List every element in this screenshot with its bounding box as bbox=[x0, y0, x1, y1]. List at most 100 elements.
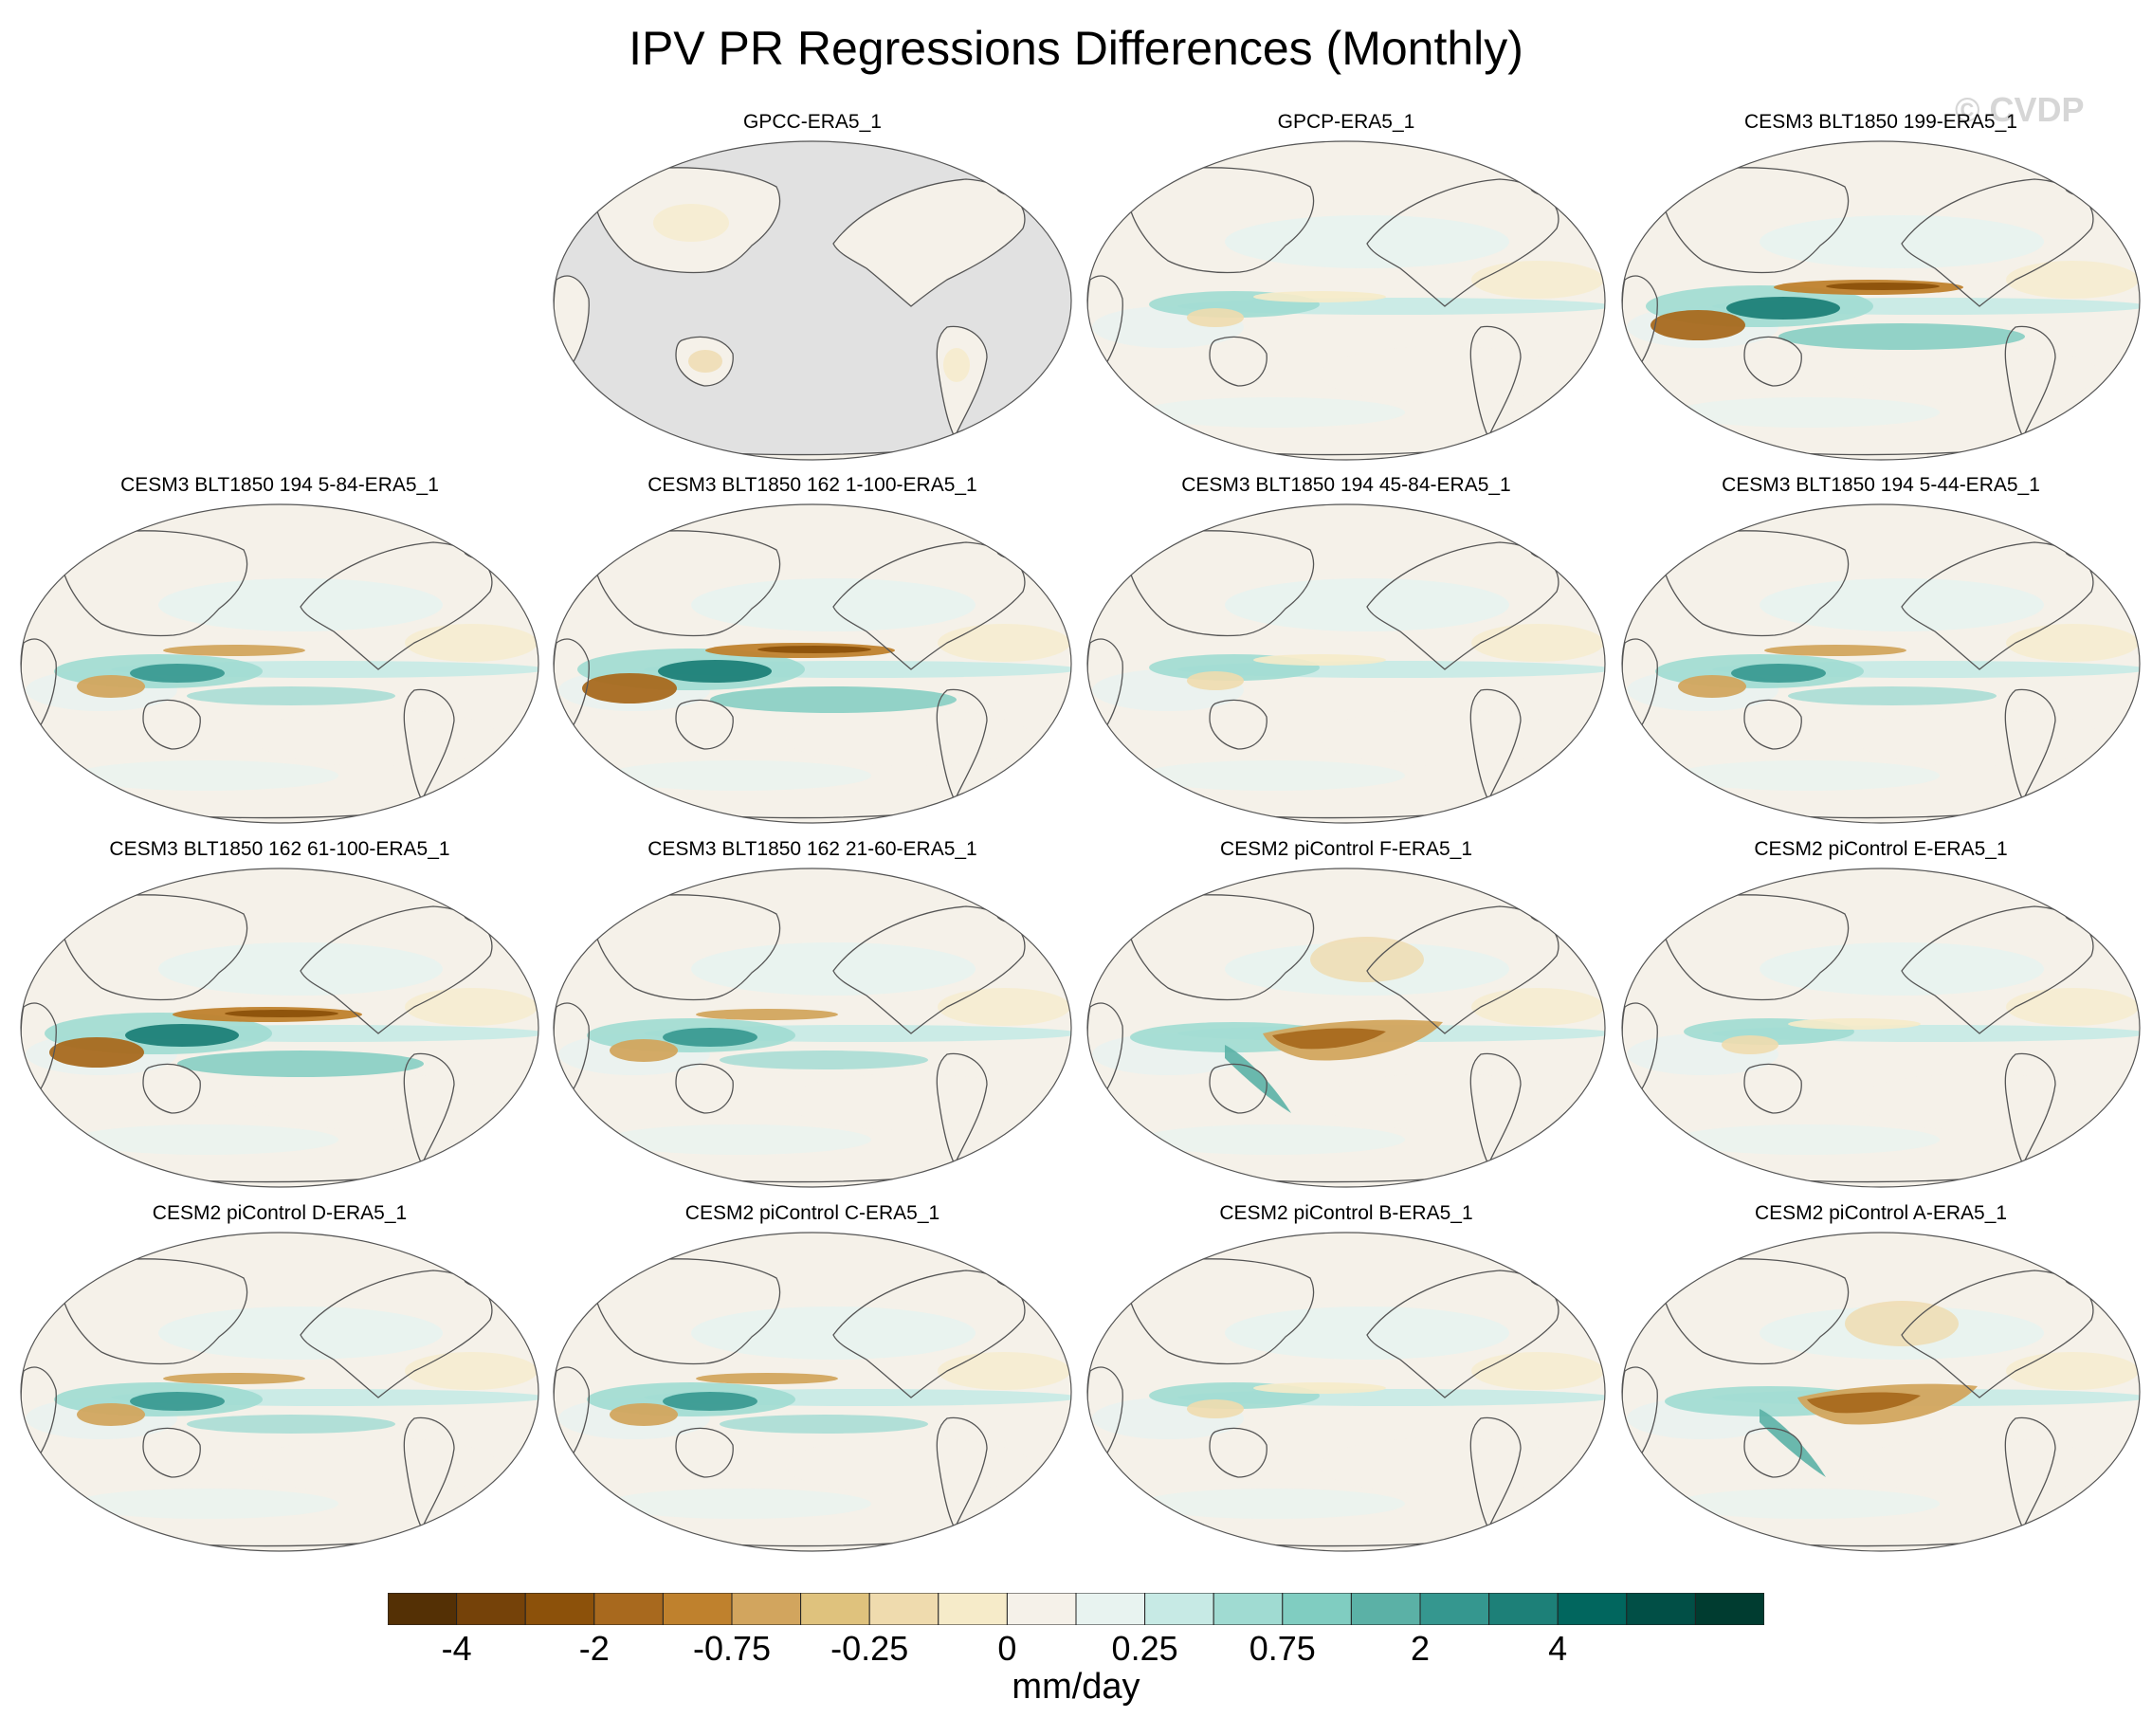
map bbox=[553, 868, 1072, 1188]
central-pacific-dry-core bbox=[1272, 1028, 1386, 1050]
southern-ocean-anomaly bbox=[1140, 1489, 1405, 1519]
panel-title: CESM3 BLT1850 162 21-60-ERA5_1 bbox=[647, 838, 977, 860]
panel-title: CESM2 piControl B-ERA5_1 bbox=[1219, 1202, 1473, 1224]
colorbar-label: 0.25 bbox=[1111, 1629, 1178, 1668]
map-outline bbox=[1621, 868, 2141, 1188]
atlantic-anomaly bbox=[938, 988, 1070, 1026]
atlantic-anomaly bbox=[1471, 988, 1604, 1026]
colorbar bbox=[388, 1593, 1764, 1625]
colorbar-label: -0.75 bbox=[692, 1629, 772, 1668]
map-field bbox=[1087, 504, 1605, 823]
greenland-land bbox=[2061, 168, 2100, 196]
map-panel: CESM3 BLT1850 194 5-84-ERA5_1 bbox=[16, 474, 543, 837]
colorbar-label: 0.75 bbox=[1249, 1629, 1316, 1668]
australia-land bbox=[675, 1427, 734, 1478]
atlantic-anomaly bbox=[405, 988, 538, 1026]
map bbox=[1621, 868, 2141, 1188]
maritime-dry-anomaly bbox=[77, 675, 145, 698]
maritime-dry-anomaly bbox=[77, 1403, 145, 1426]
panel-title: CESM2 piControl F-ERA5_1 bbox=[1219, 838, 1473, 860]
southern-ocean-anomaly bbox=[606, 760, 871, 791]
panel-title: GPCC-ERA5_1 bbox=[743, 111, 882, 133]
southern-ocean-anomaly bbox=[606, 1124, 871, 1155]
north-pacific-dry-anomaly bbox=[1310, 937, 1424, 982]
colorbar-box bbox=[938, 1593, 1008, 1625]
australia-land bbox=[142, 1427, 201, 1478]
asia-dry-anomaly bbox=[653, 204, 729, 242]
south-pacific-anomaly bbox=[253, 1073, 500, 1130]
greenland-land bbox=[1526, 531, 1565, 559]
colorbar-labels: -4 -2 -0.75 -0.25 0 0.25 0.75 2 4 bbox=[0, 1629, 2152, 1676]
north-pacific-anomaly bbox=[158, 1307, 443, 1360]
south-pacific-anomaly bbox=[1320, 346, 1566, 403]
map-panel: CESM3 BLT1850 194 45-84-ERA5_1 bbox=[1083, 474, 1610, 837]
colorbar-box bbox=[1557, 1593, 1628, 1625]
north-america-land bbox=[1366, 1270, 1559, 1398]
map-field bbox=[1622, 1233, 2140, 1551]
north-america-land bbox=[832, 905, 1026, 1034]
maritime-dry-anomaly bbox=[49, 1037, 144, 1068]
south-pacific-anomaly bbox=[1854, 1437, 2101, 1494]
map-outline bbox=[553, 1232, 1072, 1552]
north-pacific-anomaly bbox=[158, 942, 443, 996]
greenland-land bbox=[993, 531, 1031, 559]
warm-pool-core bbox=[130, 1392, 225, 1411]
colorbar-box bbox=[800, 1593, 870, 1625]
greenland-land bbox=[1526, 168, 1565, 196]
north-america-land bbox=[832, 1270, 1026, 1398]
south-pacific-anomaly bbox=[253, 709, 500, 766]
southern-ocean-anomaly bbox=[1674, 1489, 1940, 1519]
itcz-anomaly bbox=[1253, 654, 1386, 666]
north-pacific-anomaly bbox=[1225, 1307, 1509, 1360]
north-america-land bbox=[300, 905, 493, 1034]
map-panel: CESM2 piControl E-ERA5_1 bbox=[1617, 838, 2144, 1201]
itcz-dry-anomaly bbox=[163, 1373, 305, 1384]
north-america-land bbox=[1901, 178, 2094, 307]
map bbox=[1621, 503, 2141, 824]
panel-title: CESM2 piControl C-ERA5_1 bbox=[684, 1202, 940, 1224]
southern-ocean-anomaly bbox=[1140, 760, 1405, 791]
map-outline bbox=[1621, 140, 2141, 461]
south-pacific-anomaly bbox=[1854, 1073, 2101, 1130]
map-field bbox=[554, 1233, 1071, 1551]
colorbar-label: -0.25 bbox=[830, 1629, 909, 1668]
spcz-wet-anomaly bbox=[1225, 1045, 1291, 1113]
atlantic-anomaly bbox=[1471, 624, 1604, 662]
spcz-anomaly bbox=[720, 1051, 928, 1069]
panel-title: CESM3 BLT1850 194 45-84-ERA5_1 bbox=[1181, 474, 1511, 496]
ocean-background bbox=[554, 141, 1071, 460]
greenland-land bbox=[2061, 895, 2100, 923]
map-outline bbox=[553, 503, 1072, 824]
australia-land bbox=[1209, 1427, 1267, 1478]
greenland-land bbox=[2061, 1259, 2100, 1288]
itcz-anomaly bbox=[1253, 1382, 1386, 1394]
australia-land bbox=[1209, 336, 1267, 387]
colorbar-box bbox=[1144, 1593, 1214, 1625]
map-panel: GPCC-ERA5_1 bbox=[549, 111, 1076, 474]
map-field bbox=[1087, 868, 1605, 1187]
spcz-anomaly bbox=[710, 686, 957, 713]
colorbar-box bbox=[868, 1593, 939, 1625]
colorbar-box bbox=[1350, 1593, 1421, 1625]
itcz-dry-core bbox=[1826, 283, 1940, 290]
map-field bbox=[1622, 504, 2140, 823]
map-field bbox=[1622, 868, 2140, 1187]
australia-land bbox=[1743, 336, 1802, 387]
south-pacific-anomaly bbox=[1320, 1073, 1566, 1130]
greenland-land bbox=[460, 531, 499, 559]
map-panel: CESM3 BLT1850 162 61-100-ERA5_1 bbox=[16, 838, 543, 1201]
panel-title: CESM2 piControl A-ERA5_1 bbox=[1754, 1202, 2008, 1224]
colorbar-box bbox=[456, 1593, 526, 1625]
south-pacific-anomaly bbox=[1854, 709, 2101, 766]
map bbox=[1086, 140, 1606, 461]
colorbar-box bbox=[1213, 1593, 1284, 1625]
map-panel: CESM2 piControl D-ERA5_1 bbox=[16, 1202, 543, 1565]
watermark: © CVDP bbox=[1955, 90, 2085, 129]
southern-ocean-anomaly bbox=[1674, 760, 1940, 791]
south-pacific-anomaly bbox=[1320, 1437, 1566, 1494]
map-outline bbox=[1621, 1232, 2141, 1552]
warm-pool-core bbox=[1726, 297, 1840, 320]
map bbox=[20, 1232, 539, 1552]
map-panel: CESM2 piControl C-ERA5_1 bbox=[549, 1202, 1076, 1565]
atlantic-anomaly bbox=[2006, 1352, 2139, 1390]
